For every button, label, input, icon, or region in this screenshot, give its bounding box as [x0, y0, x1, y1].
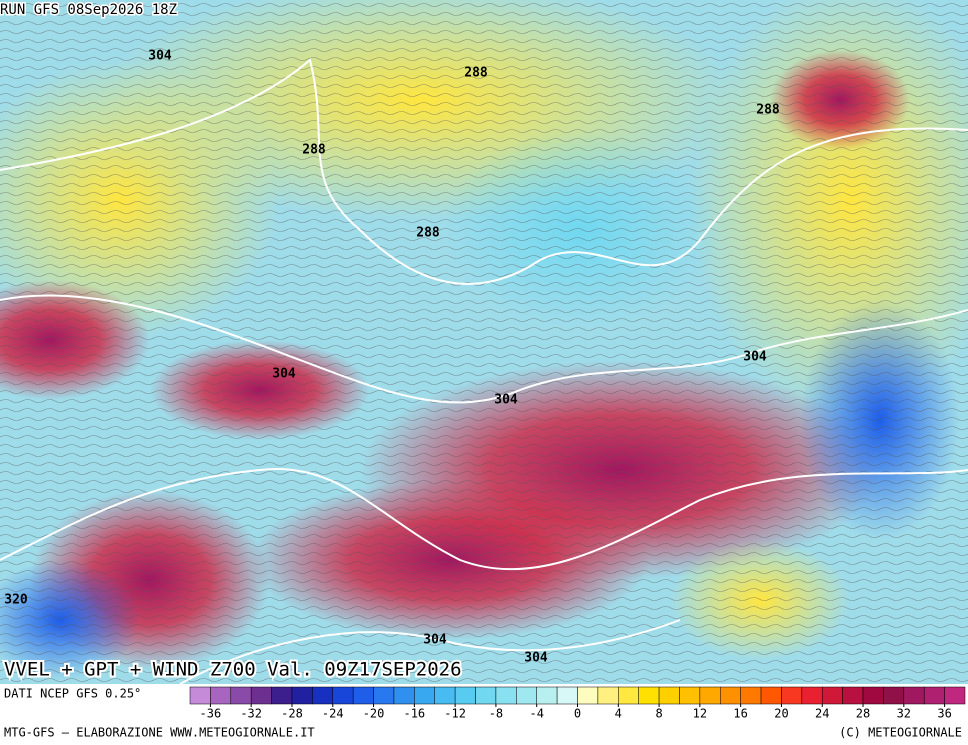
tick-label: -12 [444, 707, 466, 721]
color-swatch [189, 686, 211, 705]
color-swatch [495, 686, 517, 705]
tick-label: 12 [693, 707, 707, 721]
map: RUN GFS 08Sep2026 18Z 304 288 288 288 28… [0, 0, 968, 685]
contour-label: 320 [4, 593, 28, 608]
color-swatch [454, 686, 476, 705]
color-swatch [618, 686, 639, 705]
color-swatch [291, 686, 313, 705]
color-swatch [475, 686, 497, 705]
contour-labels: 304 288 288 288 288 304 304 304 320 304 … [4, 49, 780, 666]
contour-label: 304 [494, 393, 518, 408]
colorbar: -36 -32 -28 -24 -20 -16 -12 -8 -4 0 4 8 12 16 20 24 28 32… [189, 686, 966, 721]
footer-right: (C) METEOGIORNALE [839, 726, 962, 740]
color-swatch [801, 686, 823, 705]
color-swatch [821, 686, 843, 705]
color-swatch [414, 686, 435, 705]
tick-label: -8 [489, 707, 503, 721]
color-swatch [720, 686, 741, 705]
tick-label: 32 [897, 707, 911, 721]
tick-label: 28 [856, 707, 870, 721]
tick-label: -16 [403, 707, 425, 721]
tick-label: -28 [281, 707, 303, 721]
tick-label: -24 [322, 707, 344, 721]
run-label: RUN GFS 08Sep2026 18Z [0, 2, 177, 18]
contour-label: 304 [743, 350, 767, 365]
color-swatch [944, 686, 966, 705]
color-swatch [373, 686, 395, 705]
color-swatch [781, 686, 803, 705]
contour-label: 288 [302, 143, 326, 158]
color-swatch [842, 686, 864, 705]
color-swatch [556, 686, 578, 705]
tick-label: 20 [774, 707, 788, 721]
color-swatch [230, 686, 252, 705]
source-label: DATI NCEP GFS 0.25° [4, 687, 141, 701]
color-swatch [923, 686, 945, 705]
color-swatch [597, 686, 619, 705]
tick-label: 24 [815, 707, 829, 721]
tick-label: -20 [363, 707, 385, 721]
tick-label: 4 [615, 707, 622, 721]
contour-label: 288 [756, 103, 780, 118]
color-swatch [577, 686, 599, 705]
color-swatch [434, 686, 456, 705]
color-swatch [679, 686, 701, 705]
contour-label: 304 [423, 633, 447, 648]
tick-label: 36 [937, 707, 951, 721]
color-swatch [740, 686, 762, 705]
tick-label: -32 [240, 707, 262, 721]
color-swatch [699, 686, 721, 705]
color-swatch [862, 686, 884, 705]
color-swatch [658, 686, 680, 705]
contour-label: 304 [148, 49, 172, 64]
color-swatch [883, 686, 905, 705]
color-swatch [250, 686, 272, 705]
color-swatch [536, 686, 558, 705]
map-title: VVEL + GPT + WIND Z700 Val. 09Z17SEP2026 [4, 659, 462, 681]
color-swatch [903, 686, 925, 705]
tick-label: -4 [529, 707, 543, 721]
color-swatch [332, 686, 354, 705]
contour-label: 304 [524, 651, 548, 666]
color-swatch [638, 686, 660, 705]
color-swatch [271, 686, 293, 705]
color-swatch [516, 686, 537, 705]
color-swatch [352, 686, 374, 705]
tick-label: 16 [733, 707, 747, 721]
contour-label: 288 [464, 66, 488, 81]
color-swatch [393, 686, 415, 705]
tick-label: 0 [574, 707, 581, 721]
color-swatch [312, 686, 334, 705]
contour-label: 304 [272, 367, 296, 382]
contour-label: 288 [416, 226, 440, 241]
color-swatch [210, 686, 232, 705]
color-swatch [760, 686, 782, 705]
tick-label: 8 [655, 707, 662, 721]
tick-label: -36 [200, 707, 222, 721]
footer-left: MTG-GFS — ELABORAZIONE WWW.METEOGIORNALE… [4, 726, 315, 740]
